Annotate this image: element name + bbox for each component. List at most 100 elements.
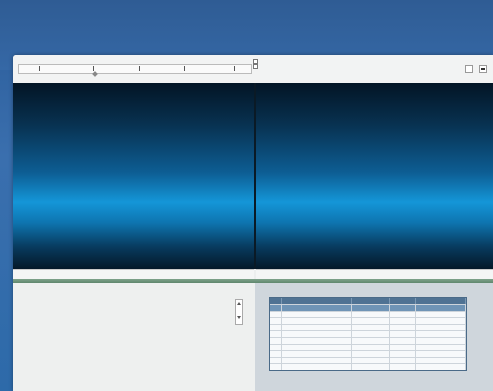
table-row[interactable] (270, 356, 466, 364)
table-cell (390, 364, 416, 370)
table-cell (416, 305, 466, 311)
minimize-button[interactable] (479, 65, 487, 73)
table-cell (390, 318, 416, 324)
arrow-down-icon[interactable] (237, 316, 241, 319)
table-cell (352, 364, 390, 370)
properties-panel (13, 283, 255, 391)
toolbar (13, 55, 493, 83)
column-header[interactable] (416, 298, 466, 304)
table-cell (352, 305, 390, 311)
table-cell (270, 337, 282, 344)
table-row[interactable] (270, 363, 466, 370)
table-cell (270, 324, 282, 331)
table-cell (390, 337, 416, 344)
table-cell (416, 351, 466, 357)
table-cell (352, 311, 390, 318)
table-cell (352, 337, 390, 344)
timeline-tick (234, 66, 235, 71)
table-cell (390, 311, 416, 318)
table-cell (390, 324, 416, 331)
table-cell (282, 305, 352, 311)
property-row (13, 313, 233, 321)
checkbox-icon[interactable] (253, 64, 258, 69)
table-cell (270, 344, 282, 351)
table-row[interactable] (270, 330, 466, 337)
table-cell (352, 324, 390, 331)
property-row (13, 293, 233, 301)
timeline-tick (139, 66, 140, 71)
checkbox-icon[interactable] (253, 59, 258, 64)
arrow-up-icon[interactable] (237, 302, 241, 305)
timeline-slider[interactable] (18, 64, 252, 74)
table-cell (352, 344, 390, 351)
timeline-tick (39, 66, 40, 71)
property-row (13, 333, 233, 341)
left-viewport-caption-bar (13, 269, 254, 280)
viewport-divider[interactable] (254, 83, 256, 269)
table-cell (352, 318, 390, 324)
table-cell (282, 351, 352, 357)
data-table (269, 297, 467, 371)
table-cell (282, 337, 352, 344)
table-cell (282, 357, 352, 364)
panel-splitter[interactable] (13, 279, 493, 283)
table-cell (390, 344, 416, 351)
table-cell (270, 318, 282, 324)
table-row[interactable] (270, 343, 466, 351)
table-cell (416, 337, 466, 344)
table-row[interactable] (270, 336, 466, 344)
application-window (13, 55, 493, 391)
view-options (253, 59, 260, 69)
table-cell (416, 364, 466, 370)
table-row[interactable] (270, 310, 466, 318)
table-cell (282, 331, 352, 337)
maximize-button[interactable] (465, 65, 473, 73)
property-row (13, 323, 233, 331)
table-cell (416, 331, 466, 337)
table-cell (270, 331, 282, 337)
table-row[interactable] (270, 317, 466, 324)
table-cell (270, 351, 282, 357)
table-cell (270, 311, 282, 318)
table-cell (390, 331, 416, 337)
table-cell (352, 331, 390, 337)
table-cell (416, 324, 466, 331)
table-cell (352, 357, 390, 364)
table-cell (416, 318, 466, 324)
table-cell (282, 344, 352, 351)
table-header (270, 298, 466, 304)
option-row[interactable] (253, 64, 260, 69)
column-header[interactable] (270, 298, 282, 304)
table-cell (416, 344, 466, 351)
table-cell (390, 305, 416, 311)
property-row (13, 363, 233, 371)
table-row[interactable] (270, 350, 466, 357)
column-header[interactable] (390, 298, 416, 304)
option-row[interactable] (253, 59, 260, 64)
table-row[interactable] (270, 304, 466, 311)
property-row (13, 343, 233, 351)
left-viewport[interactable] (13, 83, 254, 269)
table-cell (282, 364, 352, 370)
table-cell (352, 351, 390, 357)
table-cell (390, 351, 416, 357)
table-cell (282, 311, 352, 318)
property-row (13, 373, 233, 381)
table-cell (270, 305, 282, 311)
property-row (13, 303, 233, 311)
column-header[interactable] (352, 298, 390, 304)
table-cell (416, 357, 466, 364)
timeline-tick (184, 66, 185, 71)
table-panel (255, 283, 493, 391)
table-cell (416, 311, 466, 318)
value-spinner[interactable] (235, 299, 243, 325)
right-viewport[interactable] (256, 83, 493, 269)
table-cell (282, 324, 352, 331)
table-cell (282, 318, 352, 324)
table-row[interactable] (270, 323, 466, 331)
right-viewport-caption-bar (256, 269, 493, 280)
table-cell (270, 364, 282, 370)
property-row (13, 353, 233, 361)
column-header[interactable] (282, 298, 352, 304)
table-cell (390, 357, 416, 364)
